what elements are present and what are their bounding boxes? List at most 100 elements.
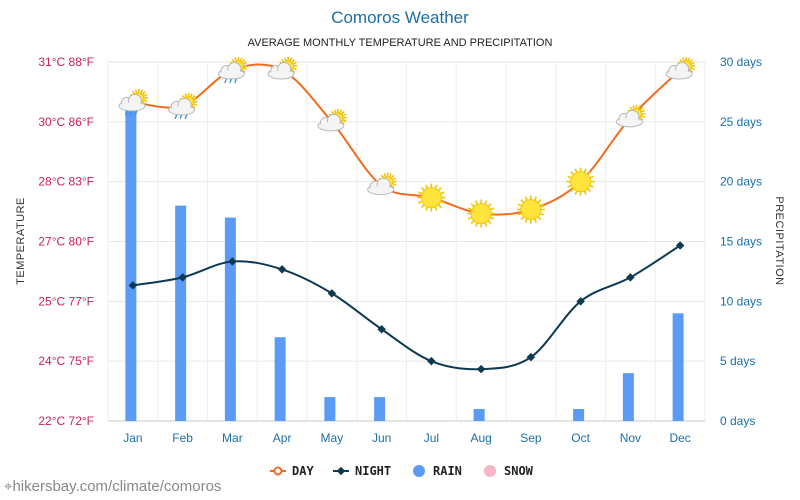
sun-ray <box>640 109 645 113</box>
sun-ray <box>390 174 395 179</box>
x-tick-dec: Dec <box>669 431 690 445</box>
sun-ray <box>533 218 537 223</box>
sun-ray <box>487 220 492 225</box>
sun-ray <box>388 173 392 178</box>
rain-bar-feb <box>175 205 187 421</box>
sun-ray <box>629 106 634 111</box>
sun-ray <box>391 182 397 186</box>
sun-ray <box>292 61 297 65</box>
cloud-sun-icon <box>317 108 347 132</box>
cloud-fill <box>667 70 691 78</box>
sun-ray <box>520 216 525 221</box>
y-tick-right: 0 days <box>720 414 755 428</box>
sun-ray <box>242 61 247 65</box>
sun-ray <box>380 174 385 179</box>
legend-swatch-marker <box>273 466 283 476</box>
sun-ray <box>289 57 293 62</box>
sun-ray <box>239 57 243 62</box>
sun-ray <box>583 190 587 195</box>
night-point-jan <box>128 281 138 290</box>
legend-item-night[interactable]: NIGHT <box>333 464 391 478</box>
rain-drop <box>224 78 227 84</box>
sun-ray <box>434 184 438 189</box>
sun-ray <box>241 68 246 73</box>
sun-ray <box>537 199 542 204</box>
night-point-sep <box>526 352 536 362</box>
rain-bar-jan <box>125 109 137 421</box>
sun-ray <box>570 188 575 193</box>
sun-ray <box>231 59 236 64</box>
x-tick-jul: Jul <box>424 431 439 445</box>
sun-icon <box>467 199 496 228</box>
legend-item-snow[interactable]: SNOW <box>484 464 534 478</box>
chart-subtitle: AVERAGE MONTHLY TEMPERATURE AND PRECIPIT… <box>248 37 553 49</box>
rain-bar-jun <box>374 397 386 421</box>
sun-ray <box>241 59 246 64</box>
sun-ray <box>490 216 495 220</box>
rain-bar-oct <box>573 409 585 421</box>
cloud-fill <box>369 186 393 194</box>
legend-swatch <box>484 465 496 477</box>
sun-disc <box>570 171 592 193</box>
sun-ray <box>567 175 572 179</box>
sun-ray <box>539 212 545 216</box>
sun-ray <box>181 94 186 99</box>
legend-item-day[interactable]: DAY <box>270 464 314 478</box>
sun-ray <box>420 187 425 192</box>
night-point-jul <box>427 356 436 366</box>
sun-ray <box>689 68 694 73</box>
sun-ray <box>567 184 572 188</box>
x-tick-jun: Jun <box>372 431 391 445</box>
source-text: hikersbay.com/climate/comoros <box>12 478 222 495</box>
source-link[interactable]: ⌖hikersbay.com/climate/comoros <box>4 478 221 495</box>
sun-ray <box>639 116 644 121</box>
cloud-sun-rain-icon <box>118 88 148 116</box>
sun-ray <box>425 184 429 189</box>
sun-ray <box>517 203 522 207</box>
sun-icon <box>417 183 446 212</box>
sun-ray <box>583 168 587 173</box>
sun-ray <box>131 90 136 95</box>
sun-ray <box>283 57 287 62</box>
weather-icons <box>118 56 696 228</box>
x-tick-sep: Sep <box>520 431 542 445</box>
sun-ray <box>390 184 395 189</box>
sun-ray <box>570 171 575 176</box>
night-point-mar <box>228 257 237 266</box>
cloud-sun-icon <box>665 56 696 80</box>
y-tick-left: 27°C 80°F <box>38 235 94 249</box>
location-pin-icon: ⌖ <box>4 478 13 495</box>
sun-ray <box>418 191 423 195</box>
rain-drop <box>184 114 188 120</box>
rain-bar-may <box>324 397 336 421</box>
legend[interactable]: DAY NIGHT RAIN SNOW <box>270 464 534 478</box>
sun-ray <box>520 199 525 204</box>
sun-ray <box>587 188 592 193</box>
cloud-fill <box>219 70 243 78</box>
rain-drop <box>134 110 138 116</box>
x-tick-jan: Jan <box>123 431 142 445</box>
axis-ticks: 22°C 72°F 24°C 75°F 25°C 77°F 27°C 80°F 28°C… <box>38 55 762 445</box>
y-tick-left: 30°C 86°F <box>38 115 94 129</box>
legend-label: NIGHT <box>355 464 391 478</box>
x-tick-oct: Oct <box>571 431 590 445</box>
sun-ray <box>192 97 198 101</box>
sun-ray <box>418 200 423 204</box>
sun-ray <box>342 113 347 117</box>
x-tick-may: May <box>321 431 344 445</box>
cloud-sun-icon <box>615 104 646 128</box>
y-tick-left: 28°C 83°F <box>38 175 94 189</box>
sun-icon <box>566 167 595 196</box>
sun-ray <box>383 173 387 178</box>
sun-ray <box>330 110 335 115</box>
sun-ray <box>640 115 645 119</box>
sun-disc <box>470 203 492 225</box>
legend-item-rain[interactable]: RAIN <box>413 464 462 478</box>
sun-ray <box>437 204 442 209</box>
sun-ray <box>524 218 528 223</box>
night-point-oct <box>576 297 585 306</box>
sun-ray <box>690 67 695 71</box>
sun-ray <box>537 216 542 221</box>
sun-ray <box>425 206 429 211</box>
